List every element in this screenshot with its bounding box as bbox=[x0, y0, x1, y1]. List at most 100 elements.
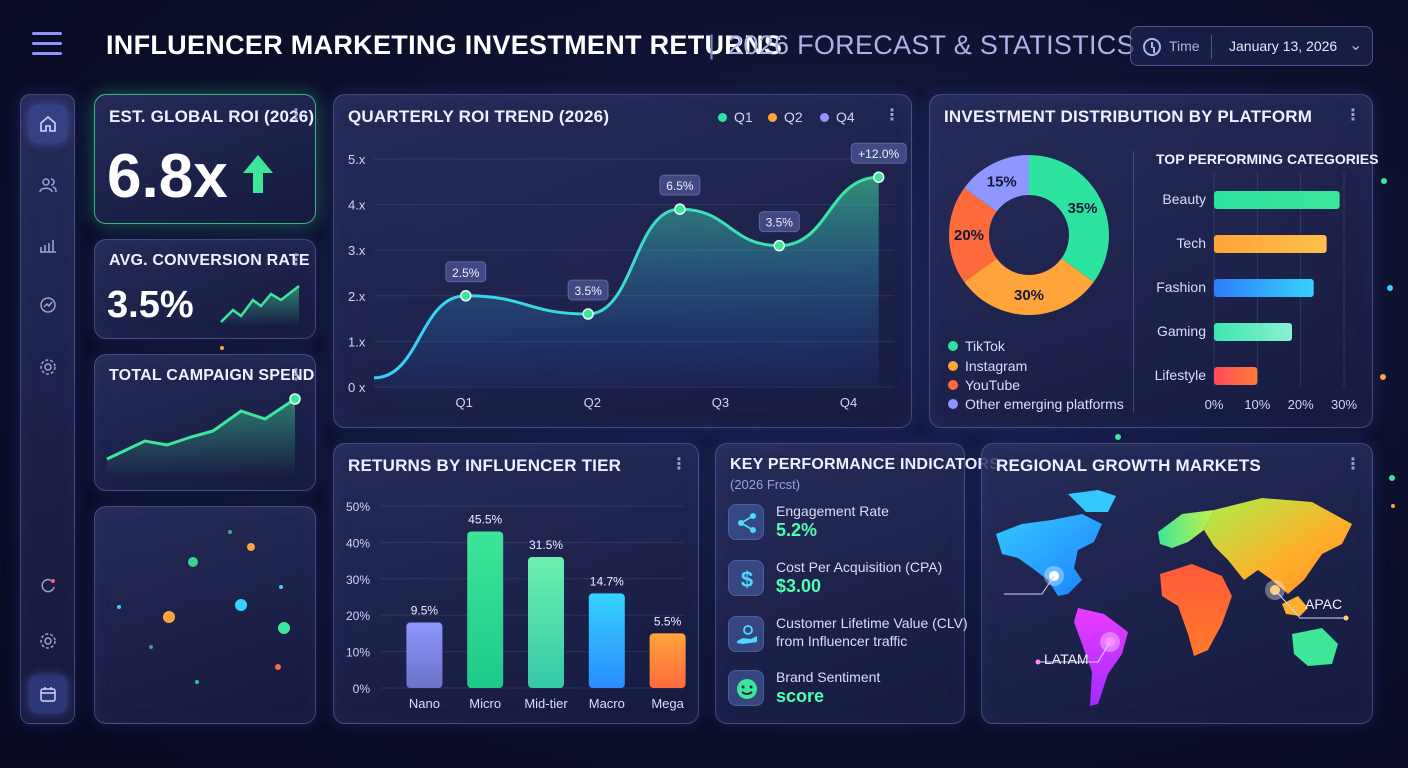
page-subtitle: 2026 FORECAST & STATISTICS bbox=[728, 30, 1135, 60]
platform-divider bbox=[1133, 151, 1134, 413]
data-label: 9.5% bbox=[411, 603, 439, 617]
data-label: 45.5% bbox=[468, 512, 502, 526]
legend-q4: Q4 bbox=[820, 109, 855, 125]
slice-label: 30% bbox=[1014, 287, 1044, 304]
tier-bar bbox=[588, 593, 625, 688]
users-icon bbox=[39, 178, 57, 193]
categories-bar-chart: 0% 10% 20% 30% Beauty Tech Fashion Gaming Lifest… bbox=[1155, 173, 1357, 412]
sidebar-item-settings[interactable] bbox=[29, 348, 67, 386]
spend-sparkline bbox=[106, 393, 301, 477]
spend-card: TOTAL CAMPAIGN SPEND ⋮ bbox=[94, 354, 316, 491]
data-label: 31.5% bbox=[529, 538, 563, 552]
date-value: January 13, 2026 bbox=[1229, 38, 1338, 54]
legend-other: Other emerging platforms bbox=[948, 396, 1124, 412]
legend-q2: Q2 bbox=[768, 109, 803, 125]
tier-bar bbox=[528, 556, 564, 688]
conversion-title: AVG. CONVERSION RATE bbox=[109, 252, 310, 269]
more-options-icon[interactable]: ⋮ bbox=[288, 367, 304, 384]
data-label: 2.5% bbox=[452, 266, 480, 280]
slice-label: 35% bbox=[1067, 200, 1097, 217]
kpi-title: KEY PERFORMANCE INDICATORS bbox=[730, 456, 1001, 473]
sidebar-item-analytics[interactable] bbox=[29, 286, 67, 324]
particle-decoration bbox=[117, 530, 290, 684]
data-label: +12.0% bbox=[858, 147, 899, 161]
conversion-card: AVG. CONVERSION RATE ⋮ 3.5% bbox=[94, 239, 316, 339]
page-title: INFLUENCER MARKETING INVESTMENT RETURNS bbox=[106, 30, 783, 60]
slice-label: 20% bbox=[954, 227, 984, 244]
gear-icon bbox=[40, 633, 56, 649]
data-label: 3.5% bbox=[574, 284, 602, 298]
kpi-label: Engagement Rate bbox=[776, 503, 889, 519]
category-bar bbox=[1214, 367, 1258, 385]
data-label-box bbox=[445, 261, 487, 283]
platform-panel: INVESTMENT DISTRIBUTION BY PLATFORM ⋮ 35… bbox=[929, 94, 1378, 428]
date-selector[interactable]: Time January 13, 2026 ⌄ bbox=[1130, 26, 1373, 66]
x-tick-label: 10% bbox=[1244, 397, 1270, 412]
x-tick-label: Q3 bbox=[712, 395, 729, 410]
quarterly-title: QUARTERLY ROI TREND (2026) bbox=[348, 107, 610, 126]
kpi-value: score bbox=[776, 686, 825, 706]
y-tick-label: 50% bbox=[346, 500, 370, 514]
sidebar-item-reports[interactable] bbox=[29, 226, 67, 264]
title-separator: | bbox=[708, 30, 716, 60]
sidebar-item-users[interactable] bbox=[29, 166, 67, 204]
sidebar-item-home[interactable] bbox=[29, 105, 67, 143]
legend-tiktok: TikTok bbox=[948, 338, 1005, 354]
tier-bar bbox=[467, 531, 504, 688]
quarterly-roi-chart: 5.x 4.x 3.x 2.x 1.x 0 x Q1 Q2 Q3 Q4 2.5% 3.5% 6.5% 3.… bbox=[348, 142, 907, 410]
regional-panel: REGIONAL GROWTH MARKETS ⋮ APAC LATAM bbox=[981, 443, 1373, 724]
more-options-icon[interactable]: ⋮ bbox=[1345, 456, 1361, 473]
conversion-sparkline bbox=[220, 285, 300, 326]
category-label: Lifestyle bbox=[1155, 367, 1207, 383]
categories-title: TOP PERFORMING CATEGORIES bbox=[1156, 151, 1379, 167]
kpi-label: Brand Sentiment bbox=[776, 669, 881, 685]
y-tick-label: 5.x bbox=[348, 152, 366, 167]
category-label: Beauty bbox=[1162, 191, 1206, 207]
more-options-icon[interactable]: ⋮ bbox=[671, 456, 687, 473]
kpi-value: $3.00 bbox=[776, 576, 822, 596]
platform-title: INVESTMENT DISTRIBUTION BY PLATFORM bbox=[944, 107, 1313, 126]
category-bar bbox=[1214, 191, 1340, 209]
x-tick-label: Mid-tier bbox=[524, 696, 568, 711]
x-tick-label: Q1 bbox=[456, 395, 473, 410]
pie-slice bbox=[964, 258, 1094, 315]
pie-slice bbox=[949, 187, 997, 283]
time-divider bbox=[1211, 35, 1212, 59]
y-tick-label: 40% bbox=[346, 536, 370, 550]
analytics-icon bbox=[40, 297, 56, 313]
category-bar bbox=[1214, 323, 1292, 341]
category-label: Gaming bbox=[1157, 323, 1206, 339]
regional-title: REGIONAL GROWTH MARKETS bbox=[996, 456, 1261, 475]
pie-slice bbox=[1029, 155, 1109, 283]
category-label: Tech bbox=[1176, 235, 1206, 251]
spend-title: TOTAL CAMPAIGN SPEND bbox=[109, 367, 315, 384]
kpi-value: 5.2% bbox=[776, 520, 818, 540]
platform-donut-chart: 35% 30% 20% 15% bbox=[949, 155, 1109, 315]
category-bar bbox=[1214, 235, 1327, 253]
legend-youtube: YouTube bbox=[948, 377, 1020, 393]
sidebar-item-calendar[interactable] bbox=[29, 675, 67, 713]
data-point bbox=[872, 171, 885, 183]
tier-bar bbox=[649, 633, 686, 688]
menu-icon[interactable] bbox=[32, 32, 62, 58]
y-tick-label: 2.x bbox=[348, 289, 366, 304]
x-tick-label: 0% bbox=[1205, 397, 1224, 412]
more-options-icon[interactable]: ⋮ bbox=[288, 252, 304, 269]
series-line bbox=[373, 175, 879, 380]
latam-label: LATAM bbox=[1044, 651, 1089, 667]
sync-icon bbox=[41, 578, 55, 593]
category-bar bbox=[1214, 279, 1314, 297]
y-tick-label: 1.x bbox=[348, 334, 366, 349]
kpi-label: Cost Per Acquisition (CPA) bbox=[776, 559, 943, 575]
more-options-icon[interactable]: ⋮ bbox=[1345, 107, 1361, 124]
y-tick-label: 4.x bbox=[348, 198, 366, 213]
x-tick-label: Q2 bbox=[584, 395, 601, 410]
time-label: Time bbox=[1169, 38, 1200, 54]
svg-text:$: $ bbox=[741, 567, 753, 592]
y-tick-label: 0% bbox=[353, 682, 371, 696]
more-options-icon[interactable]: ⋮ bbox=[288, 107, 304, 124]
sidebar-item-sync[interactable] bbox=[29, 567, 67, 605]
data-label: 3.5% bbox=[766, 216, 794, 230]
more-options-icon[interactable]: ⋮ bbox=[884, 107, 900, 124]
sidebar-item-preferences[interactable] bbox=[29, 622, 67, 660]
